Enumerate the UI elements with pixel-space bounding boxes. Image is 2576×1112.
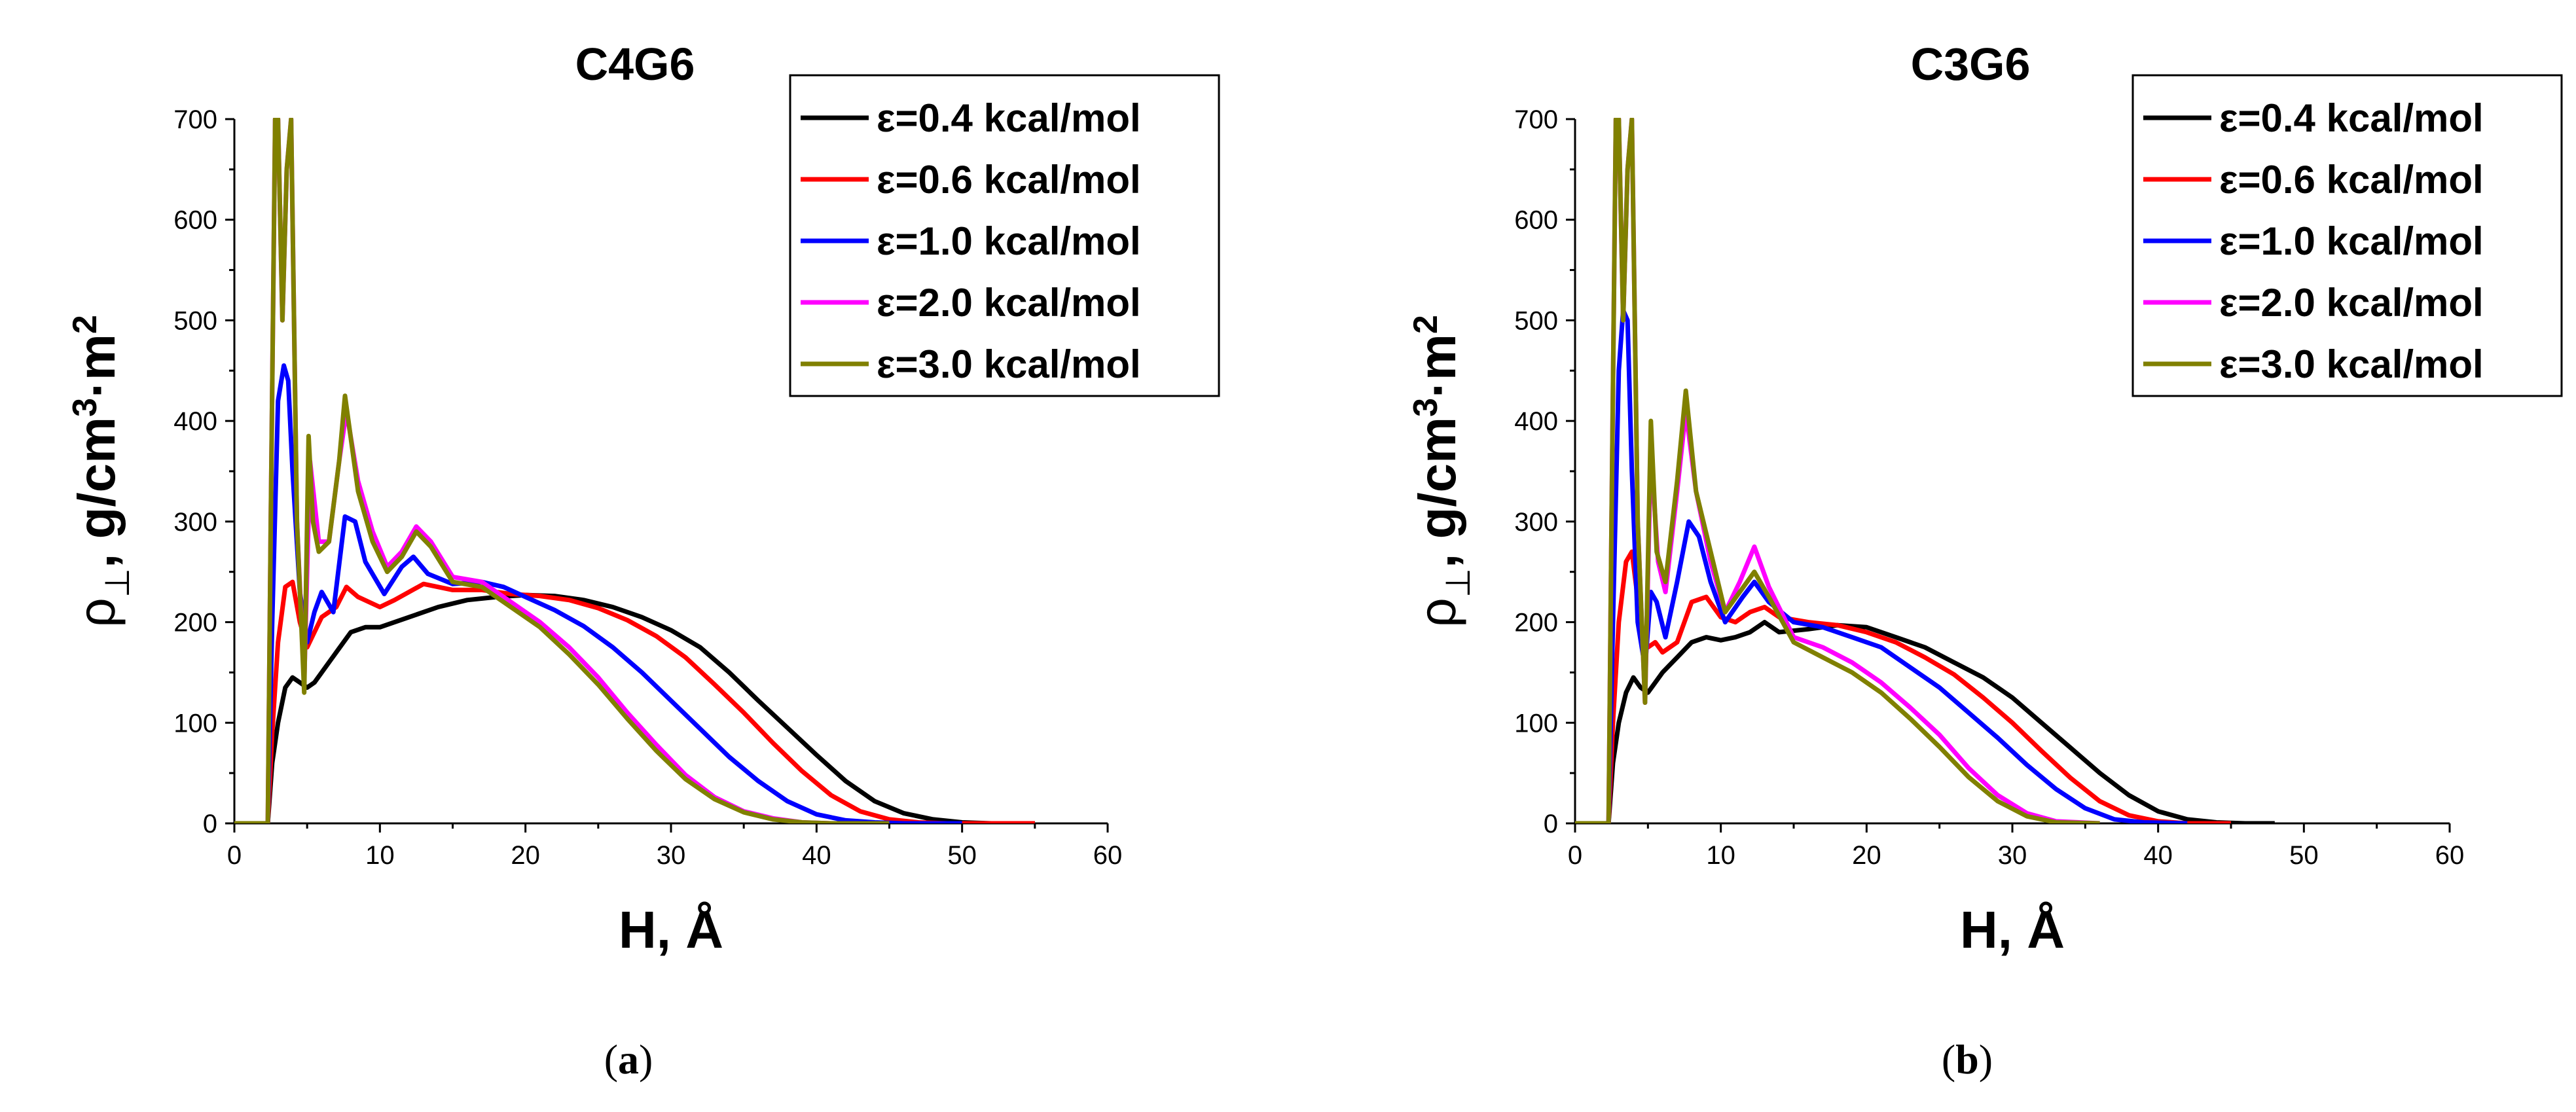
y-label-sup2: 2 <box>1407 315 1445 334</box>
legend: ε=0.4 kcal/mol ε=0.6 kcal/mol ε=1.0 kcal/m… <box>2132 74 2563 397</box>
legend-label-1: ε=0.6 kcal/mol <box>877 158 1141 202</box>
y-tick-label: 100 <box>173 709 217 738</box>
y-tick-label: 0 <box>203 810 217 838</box>
x-tick-label: 10 <box>1706 841 1735 870</box>
y-tick-label: 400 <box>173 407 217 436</box>
y-label-sub: ⊥ <box>1440 568 1478 598</box>
y-tick-label: 600 <box>173 206 217 235</box>
x-tick-label: 40 <box>2143 841 2173 870</box>
y-tick-label: 700 <box>173 105 217 134</box>
y-label-sub: ⊥ <box>99 568 137 598</box>
y-tick-label: 400 <box>1514 407 1558 436</box>
legend-label-3: ε=2.0 kcal/mol <box>2219 281 2484 325</box>
x-tick-label: 50 <box>947 841 977 870</box>
caption-a: (a) <box>604 1036 653 1083</box>
x-tick-label: 60 <box>2435 841 2465 870</box>
legend-label-2: ε=1.0 kcal/mol <box>2219 219 2484 263</box>
legend-label-0: ε=0.4 kcal/mol <box>877 96 1141 140</box>
y-label-sup1: 3 <box>1407 398 1445 417</box>
legend-label-0: ε=0.4 kcal/mol <box>2219 96 2484 140</box>
y-label-unit: , g/cm <box>1408 417 1466 568</box>
y-tick-label: 500 <box>173 306 217 335</box>
x-tick-label: 0 <box>227 841 242 870</box>
y-label-dot: ·m <box>67 334 126 398</box>
series-line-4 <box>1575 118 2100 823</box>
legend-box <box>789 74 1220 397</box>
legend-label-1: ε=0.6 kcal/mol <box>2219 158 2484 202</box>
series-line-2 <box>234 363 962 823</box>
y-label-rho: ρ <box>1408 598 1466 628</box>
series-line-0 <box>234 592 1035 823</box>
y-tick-label: 300 <box>173 508 217 537</box>
x-tick-label: 30 <box>657 841 686 870</box>
y-label-rho: ρ <box>67 598 126 628</box>
series-line-2 <box>1575 308 2188 823</box>
series-line-0 <box>1575 620 2275 823</box>
legend-label-4: ε=3.0 kcal/mol <box>877 342 1141 386</box>
x-tick-label: 60 <box>1093 841 1123 870</box>
y-axis-label: ρ⊥, g/cm3·m2 <box>66 315 137 628</box>
y-label-unit: , g/cm <box>67 417 126 568</box>
y-tick-label: 500 <box>1514 306 1558 335</box>
x-axis-label: H, Å <box>1960 901 2065 959</box>
x-tick-label: 10 <box>365 841 395 870</box>
caption-b: (b) <box>1942 1036 1993 1083</box>
x-tick-label: 20 <box>1852 841 1881 870</box>
y-tick-label: 200 <box>173 609 217 637</box>
y-tick-label: 700 <box>1514 105 1558 134</box>
x-axis-label: H, Å <box>619 901 723 959</box>
x-tick-label: 20 <box>511 841 540 870</box>
legend: ε=0.4 kcal/mol ε=0.6 kcal/mol ε=1.0 kcal/m… <box>789 74 1220 397</box>
y-axis-label: ρ⊥, g/cm3·m2 <box>1407 315 1478 628</box>
chart-title: C4G6 <box>575 39 695 90</box>
series-line-1 <box>234 579 1035 823</box>
legend-label-3: ε=2.0 kcal/mol <box>877 281 1141 325</box>
series-line-4 <box>234 118 890 823</box>
y-label-dot: ·m <box>1408 334 1466 398</box>
legend-label-4: ε=3.0 kcal/mol <box>2219 342 2484 386</box>
y-label-sup2: 2 <box>66 315 104 334</box>
chart-title: C3G6 <box>1911 39 2031 90</box>
legend-label-2: ε=1.0 kcal/mol <box>877 219 1141 263</box>
y-tick-label: 300 <box>1514 508 1558 537</box>
y-tick-label: 200 <box>1514 609 1558 637</box>
x-tick-label: 50 <box>2289 841 2319 870</box>
legend-box <box>2132 74 2563 397</box>
y-tick-label: 600 <box>1514 206 1558 235</box>
y-tick-label: 100 <box>1514 709 1558 738</box>
x-tick-label: 0 <box>1568 841 1582 870</box>
y-tick-label: 0 <box>1544 810 1558 838</box>
y-label-sup1: 3 <box>66 398 104 417</box>
x-tick-label: 40 <box>802 841 831 870</box>
x-tick-label: 30 <box>1998 841 2027 870</box>
